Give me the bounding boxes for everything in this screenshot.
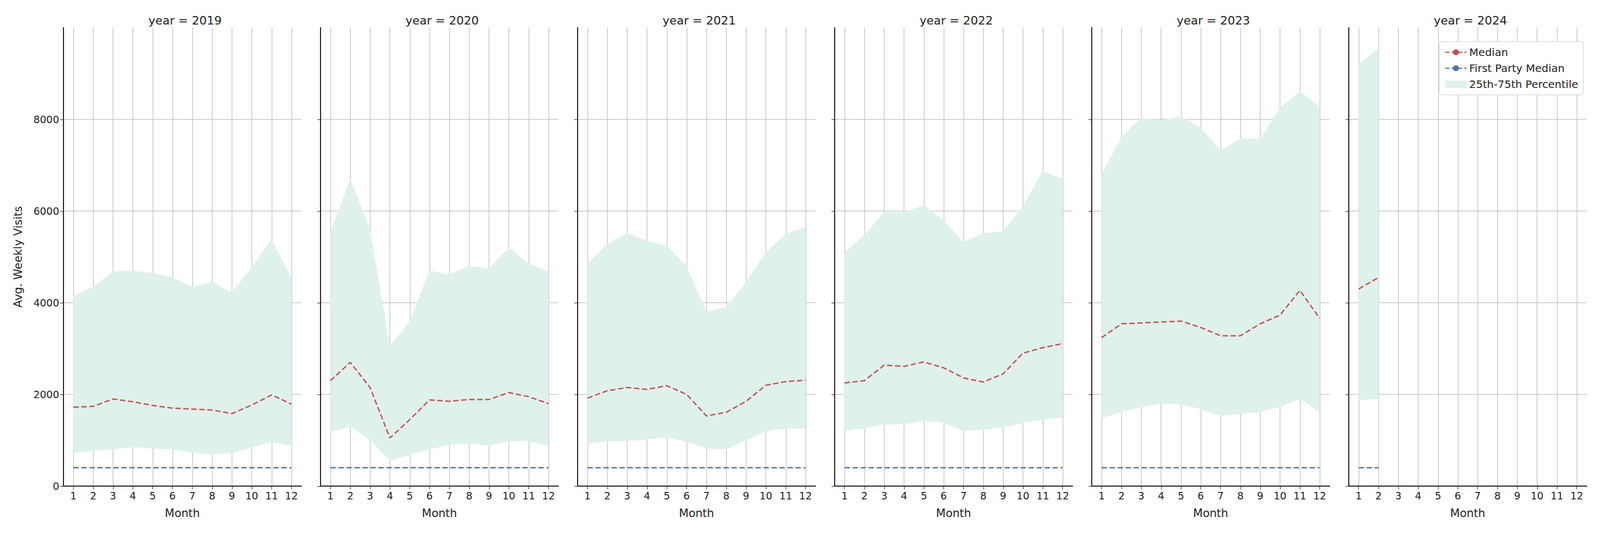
svg-text:year = 2020: year = 2020 bbox=[405, 13, 479, 28]
svg-text:4: 4 bbox=[386, 490, 394, 502]
svg-text:4: 4 bbox=[900, 490, 908, 502]
svg-text:12: 12 bbox=[1313, 490, 1326, 502]
svg-text:6: 6 bbox=[1454, 490, 1461, 502]
svg-text:year = 2019: year = 2019 bbox=[148, 13, 222, 28]
svg-text:1: 1 bbox=[70, 490, 77, 502]
svg-text:3: 3 bbox=[109, 490, 117, 502]
svg-text:4: 4 bbox=[1414, 490, 1422, 502]
svg-text:5: 5 bbox=[1434, 490, 1442, 502]
svg-text:7: 7 bbox=[189, 490, 196, 502]
svg-text:2: 2 bbox=[1375, 490, 1382, 502]
svg-text:2: 2 bbox=[1118, 490, 1125, 502]
svg-text:8: 8 bbox=[980, 490, 987, 502]
svg-text:Avg. Weekly Visits: Avg. Weekly Visits bbox=[11, 206, 25, 308]
svg-text:6: 6 bbox=[940, 490, 947, 502]
svg-text:11: 11 bbox=[265, 490, 278, 502]
svg-text:11: 11 bbox=[1293, 490, 1307, 502]
svg-text:4: 4 bbox=[129, 490, 136, 502]
svg-text:2000: 2000 bbox=[33, 388, 60, 401]
svg-text:9: 9 bbox=[485, 490, 493, 502]
svg-text:4: 4 bbox=[643, 490, 651, 502]
svg-text:12: 12 bbox=[1570, 490, 1583, 502]
svg-text:Median: Median bbox=[1469, 45, 1509, 59]
svg-text:year = 2023: year = 2023 bbox=[1176, 13, 1251, 28]
svg-text:year = 2024: year = 2024 bbox=[1433, 13, 1508, 28]
svg-text:8000: 8000 bbox=[33, 113, 60, 126]
svg-text:7: 7 bbox=[960, 490, 967, 502]
svg-text:7: 7 bbox=[703, 490, 710, 502]
svg-text:1: 1 bbox=[584, 490, 591, 502]
svg-text:3: 3 bbox=[881, 490, 888, 502]
svg-text:2: 2 bbox=[604, 490, 611, 502]
svg-text:5: 5 bbox=[920, 490, 927, 502]
svg-text:9: 9 bbox=[1257, 490, 1264, 502]
svg-text:10: 10 bbox=[1530, 490, 1544, 502]
svg-text:9: 9 bbox=[228, 490, 236, 502]
svg-text:2: 2 bbox=[347, 490, 354, 502]
svg-text:10: 10 bbox=[502, 490, 516, 502]
svg-text:5: 5 bbox=[149, 490, 156, 502]
svg-text:8: 8 bbox=[209, 490, 216, 502]
svg-text:5: 5 bbox=[1177, 490, 1184, 502]
svg-text:4: 4 bbox=[1157, 490, 1165, 502]
svg-text:8: 8 bbox=[723, 490, 730, 502]
svg-text:12: 12 bbox=[1056, 490, 1069, 502]
svg-text:Month: Month bbox=[678, 507, 715, 520]
svg-text:6: 6 bbox=[683, 490, 690, 502]
svg-text:10: 10 bbox=[245, 490, 259, 502]
svg-text:11: 11 bbox=[1550, 490, 1564, 502]
svg-text:11: 11 bbox=[779, 490, 792, 502]
svg-text:12: 12 bbox=[541, 490, 555, 502]
svg-text:1: 1 bbox=[1355, 490, 1363, 502]
svg-text:7: 7 bbox=[1217, 490, 1224, 502]
svg-text:5: 5 bbox=[406, 490, 413, 502]
svg-text:year = 2022: year = 2022 bbox=[919, 13, 994, 28]
svg-text:8: 8 bbox=[1494, 490, 1501, 502]
svg-text:7: 7 bbox=[1474, 490, 1482, 502]
svg-text:6000: 6000 bbox=[33, 205, 60, 218]
svg-text:Month: Month bbox=[1193, 507, 1229, 520]
svg-text:6: 6 bbox=[169, 490, 176, 502]
svg-text:year = 2021: year = 2021 bbox=[662, 13, 736, 28]
svg-text:6: 6 bbox=[1197, 490, 1204, 502]
svg-text:12: 12 bbox=[284, 490, 298, 502]
svg-text:9: 9 bbox=[1514, 490, 1521, 502]
svg-text:0: 0 bbox=[52, 480, 60, 493]
svg-text:9: 9 bbox=[1000, 490, 1007, 502]
svg-text:10: 10 bbox=[759, 490, 773, 502]
svg-text:5: 5 bbox=[663, 490, 670, 502]
svg-text:2: 2 bbox=[861, 490, 868, 502]
svg-text:Month: Month bbox=[164, 507, 200, 520]
svg-text:25th-75th Percentile: 25th-75th Percentile bbox=[1469, 77, 1579, 91]
svg-text:8: 8 bbox=[466, 490, 473, 502]
svg-text:Month: Month bbox=[1450, 507, 1486, 520]
svg-text:11: 11 bbox=[522, 490, 535, 502]
svg-text:4000: 4000 bbox=[33, 297, 60, 309]
svg-text:3: 3 bbox=[366, 490, 374, 502]
svg-text:11: 11 bbox=[1036, 490, 1050, 502]
svg-text:1: 1 bbox=[841, 490, 848, 502]
svg-text:2: 2 bbox=[90, 490, 97, 502]
svg-text:Month: Month bbox=[936, 507, 972, 520]
svg-text:10: 10 bbox=[1273, 490, 1287, 502]
svg-text:1: 1 bbox=[1098, 490, 1106, 502]
svg-text:9: 9 bbox=[742, 490, 750, 502]
svg-text:3: 3 bbox=[1395, 490, 1402, 502]
svg-text:8: 8 bbox=[1237, 490, 1244, 502]
svg-text:3: 3 bbox=[624, 490, 631, 502]
svg-text:First Party Median: First Party Median bbox=[1469, 61, 1565, 75]
svg-text:3: 3 bbox=[1138, 490, 1145, 502]
svg-text:1: 1 bbox=[327, 490, 334, 502]
svg-text:6: 6 bbox=[426, 490, 433, 502]
svg-text:Month: Month bbox=[421, 507, 458, 520]
svg-text:12: 12 bbox=[798, 490, 812, 502]
svg-text:7: 7 bbox=[446, 490, 453, 502]
svg-text:10: 10 bbox=[1016, 490, 1030, 502]
